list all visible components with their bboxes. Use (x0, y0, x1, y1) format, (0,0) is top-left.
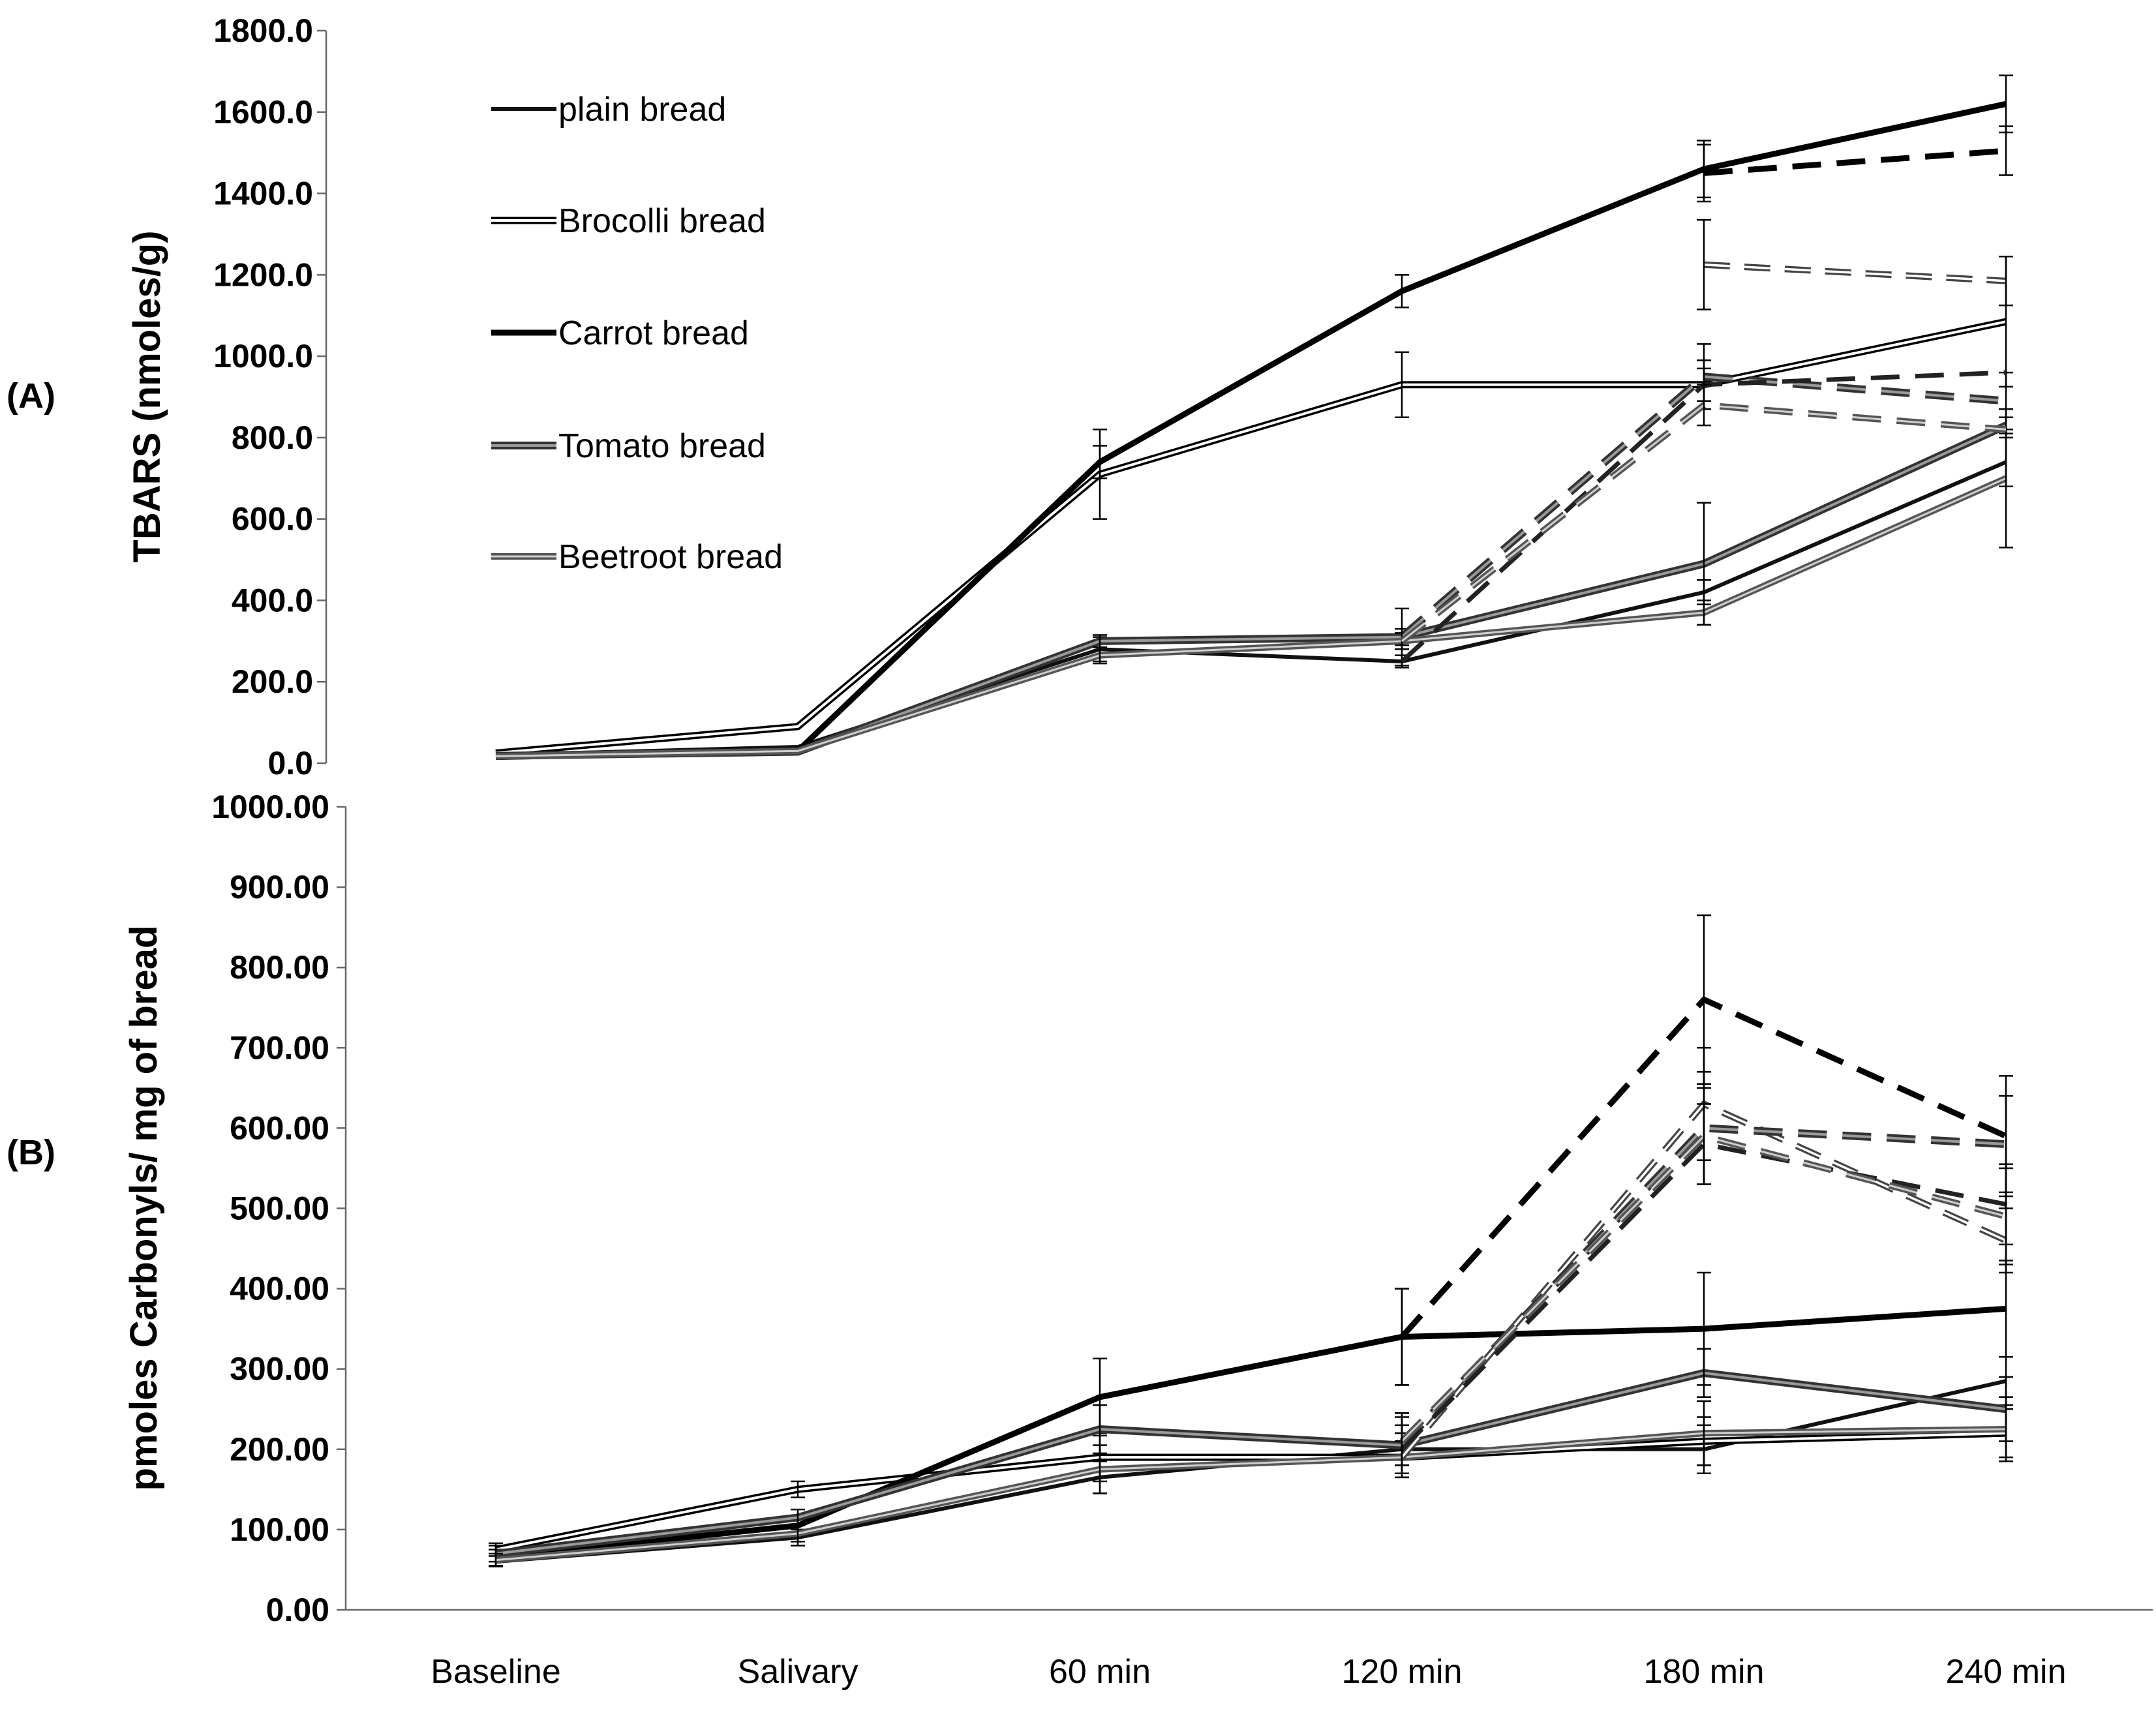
y-tick-label: 0.00 (266, 1592, 329, 1628)
error-bar (1697, 384, 1711, 427)
y-tick-label: 900.00 (230, 869, 329, 905)
y-axis-label: pmoles Carbonyls/ mg of bread (123, 926, 165, 1491)
series-line (1703, 147, 2007, 176)
y-tick-label: 800.0 (232, 419, 313, 456)
series-line-inner (1401, 375, 2007, 639)
error-bar (1093, 646, 1107, 665)
series-line (495, 475, 2008, 760)
series-line-inner (495, 320, 2007, 755)
series-line (495, 460, 2007, 757)
y-tick-label: 700.00 (230, 1029, 329, 1066)
series-carrot-bread-dashed (1697, 125, 2013, 203)
panel-label: (B) (7, 1133, 55, 1172)
legend-item: Brocolli bread (491, 202, 766, 240)
series-line (495, 318, 2007, 757)
series-tomato-bread (495, 416, 2013, 760)
y-tick-label: 400.0 (232, 582, 313, 618)
error-bar (1395, 1288, 1409, 1386)
error-bar (1999, 1396, 2013, 1462)
series-line (1400, 1142, 2007, 1451)
x-tick-label: 120 min (1342, 1653, 1463, 1691)
x-tick-label: Salivary (738, 1653, 858, 1691)
series-line-inner (495, 1371, 2007, 1555)
y-tick-label: 400.00 (230, 1271, 329, 1307)
error-bar (1697, 1348, 1711, 1399)
error-bar (489, 1552, 503, 1567)
legend: plain bread Brocolli bread Carrot bread Tom… (491, 91, 783, 576)
legend-label: Carrot bread (558, 314, 749, 352)
series-line-inner (1703, 263, 2007, 282)
error-bar (791, 1480, 805, 1498)
series-line (495, 1305, 2007, 1561)
x-tick-label: 180 min (1644, 1653, 1765, 1691)
error-bar (1697, 144, 1711, 203)
series-beetroot-bread-dashed (1395, 1087, 2013, 1466)
y-axis-label: TBARS (nmoles/g) (126, 230, 168, 562)
error-bar (791, 1524, 805, 1543)
x-tick-label: Baseline (431, 1653, 560, 1691)
y-tick-label: 1800.0 (213, 12, 313, 49)
error-bar (1999, 256, 2013, 307)
error-bar (1395, 274, 1409, 309)
series-plain-bread (495, 436, 2013, 757)
series-carrot-bread (489, 1260, 2013, 1567)
legend-item: Beetroot bread (491, 538, 783, 576)
y-tick-label: 200.0 (232, 663, 313, 700)
y-tick-label: 200.00 (230, 1431, 329, 1468)
x-tick-label: 240 min (1946, 1653, 2067, 1691)
x-tick-label: 60 min (1049, 1653, 1151, 1691)
panel-a: 0.0 200.0 400.0 600.0 800.0 1000.0 1200.0 1400.… (7, 12, 2013, 781)
y-tick-label: 1200.0 (213, 256, 313, 293)
series-line-inner (495, 1428, 2007, 1562)
error-bar (1999, 371, 2013, 431)
error-bar (1697, 1400, 1711, 1466)
error-bar (1395, 1416, 1409, 1466)
legend-label: Beetroot bread (558, 538, 783, 576)
y-tick-label: 1600.0 (213, 94, 313, 130)
series-line-inner (1401, 1135, 2007, 1442)
legend-label: Tomato bread (558, 427, 766, 465)
y-tick-label: 1000.00 (211, 789, 329, 825)
error-bar (1697, 219, 1711, 310)
error-bar (1999, 125, 2013, 176)
legend-item: Tomato bread (491, 427, 766, 465)
series-line (495, 421, 2008, 760)
series-brocolli-bread (495, 256, 2013, 757)
error-bar (1697, 599, 1711, 626)
y-tick-label: 1000.0 (213, 338, 313, 374)
panel-label: (A) (7, 376, 55, 416)
y-tick-label: 500.00 (230, 1190, 329, 1227)
error-bar (1999, 1167, 2013, 1265)
panel-b: 0.00 100.00 200.00 300.00 400.00 500.00 600.00… (7, 789, 2153, 1691)
y-tick-label: 600.0 (232, 501, 313, 537)
y-tick-label: 300.00 (230, 1351, 329, 1387)
y-tick-label: 0.0 (267, 745, 313, 781)
legend-label: Brocolli bread (558, 202, 766, 240)
legend-label: plain bread (558, 91, 726, 129)
series-beetroot-bread (489, 1396, 2013, 1567)
series-line-inner (495, 424, 2007, 757)
series-line-inner (495, 477, 2007, 757)
error-bar (1697, 1087, 1711, 1185)
error-bar (1395, 351, 1409, 418)
legend-item: Carrot bread (491, 314, 749, 352)
y-tick-label: 600.00 (230, 1110, 329, 1146)
legend-item: plain bread (491, 91, 726, 129)
series-beetroot-bread-dashed (1399, 384, 2007, 644)
y-tick-label: 1400.0 (213, 175, 313, 212)
error-bar (1093, 1444, 1107, 1494)
y-tick-label: 100.00 (230, 1511, 329, 1548)
y-tick-label: 800.00 (230, 949, 329, 986)
error-bar (1093, 445, 1107, 479)
series-line-inner (495, 1432, 2007, 1551)
series-brocolli-bread-dashed (1697, 219, 2013, 310)
